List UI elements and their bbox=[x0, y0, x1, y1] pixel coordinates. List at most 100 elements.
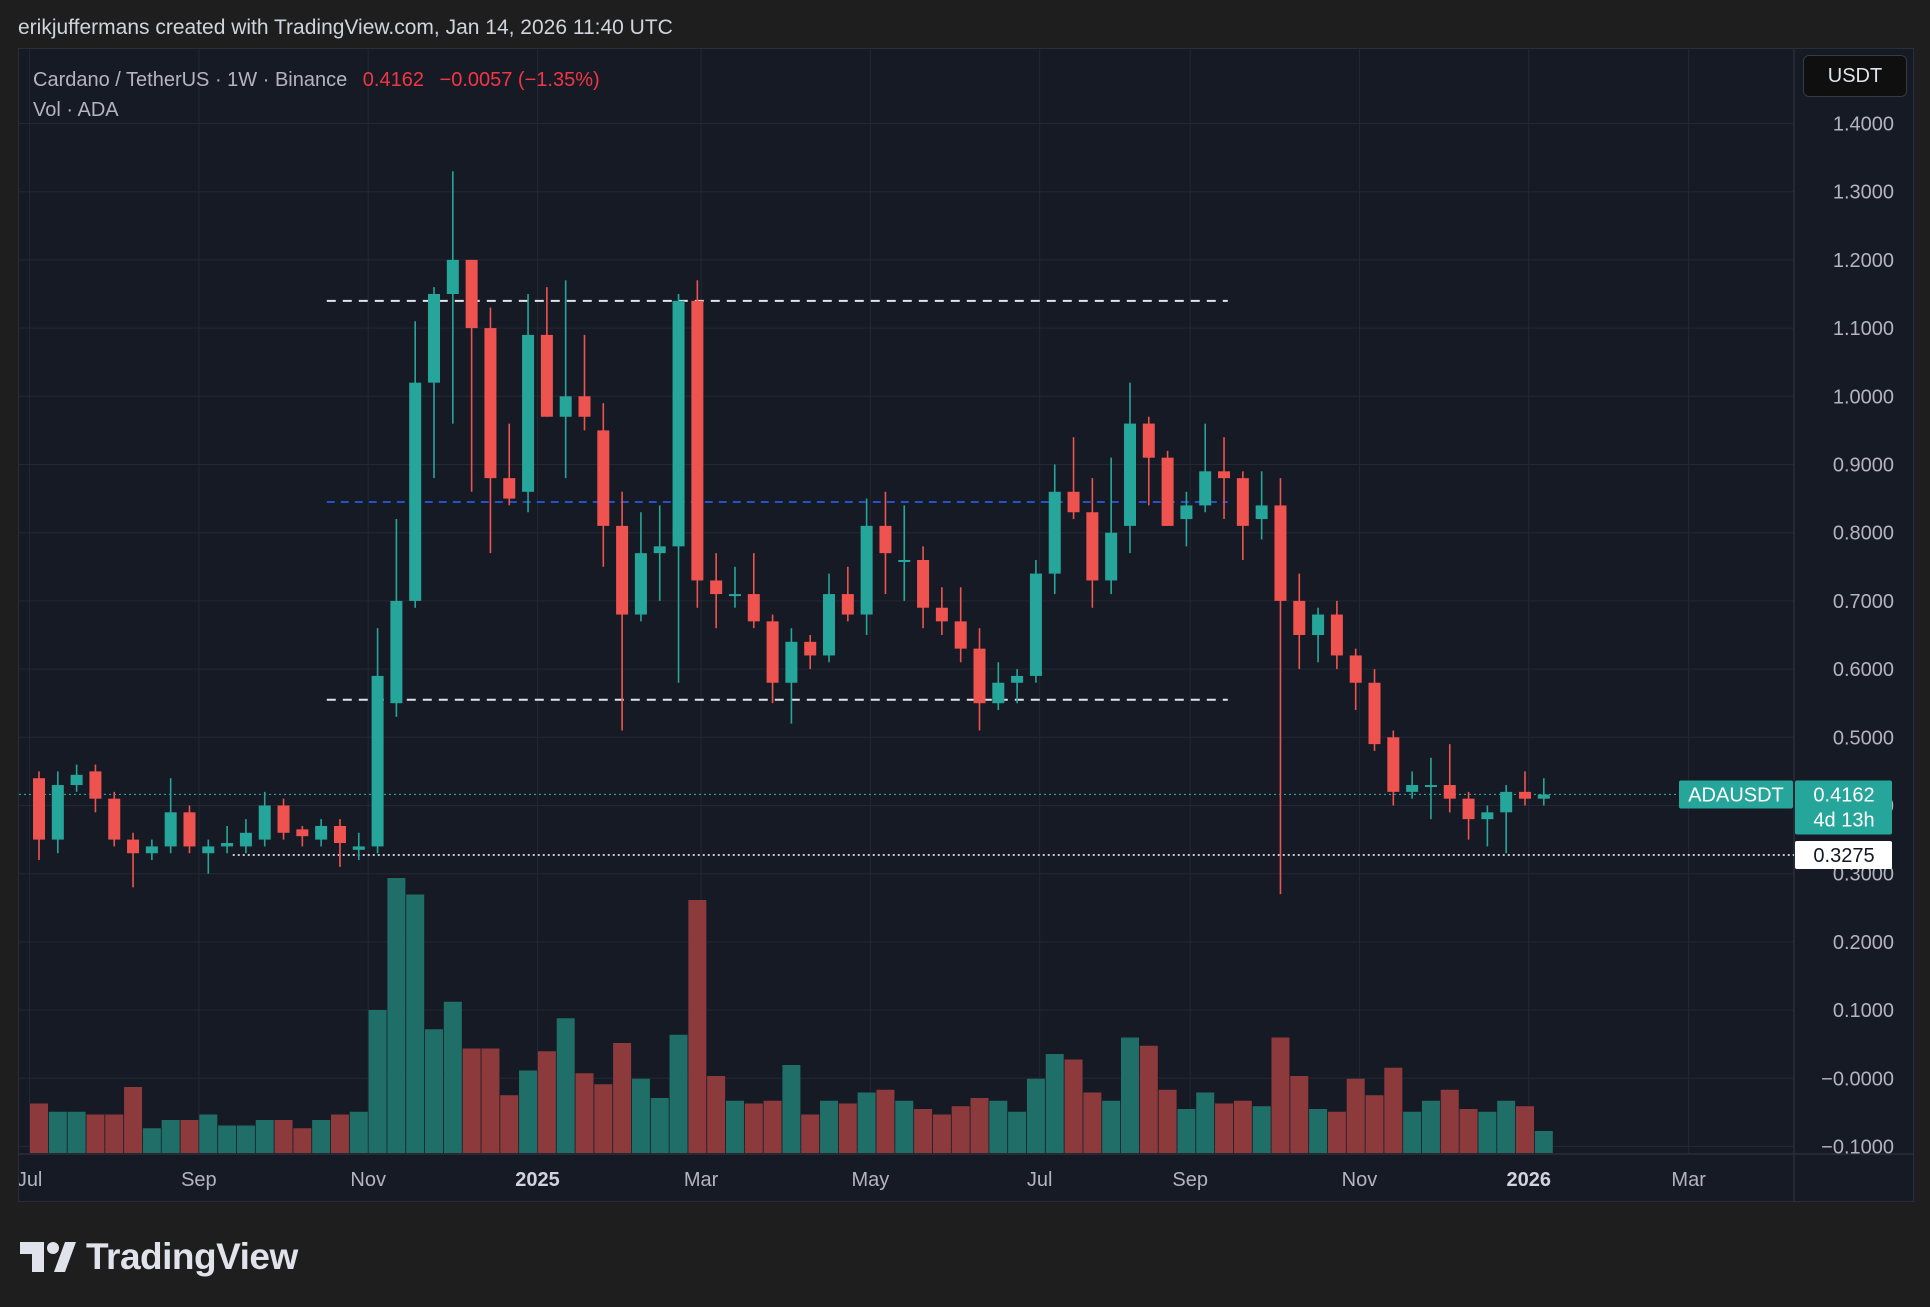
candle-body bbox=[672, 300, 685, 547]
volume-bar bbox=[1083, 1092, 1102, 1153]
volume-bar bbox=[142, 1128, 161, 1153]
volume-bar bbox=[349, 1111, 368, 1153]
currency-button[interactable]: USDT bbox=[1803, 55, 1907, 97]
time-tick-label: Sep bbox=[181, 1169, 217, 1191]
volume-bar bbox=[782, 1065, 801, 1153]
candle-body bbox=[898, 559, 911, 562]
candle-body bbox=[1330, 614, 1343, 656]
volume-bar bbox=[725, 1100, 744, 1153]
volume-bar bbox=[1026, 1078, 1045, 1153]
volume-bar bbox=[1102, 1100, 1121, 1153]
volume-bar bbox=[48, 1111, 67, 1153]
volume-bar bbox=[1215, 1103, 1234, 1153]
price-tick-label: 1.0000 bbox=[1833, 386, 1894, 408]
volume-bar bbox=[1515, 1106, 1534, 1153]
volume-bar bbox=[330, 1114, 349, 1153]
legend-volume[interactable]: Vol · ADA bbox=[33, 99, 119, 121]
legend-symbol[interactable]: Cardano / TetherUS · 1W · Binance bbox=[33, 69, 348, 91]
volume-bar bbox=[86, 1114, 105, 1153]
candle-body bbox=[1029, 573, 1042, 676]
candle-body bbox=[1199, 471, 1212, 506]
price-tick-label: 0.6000 bbox=[1833, 659, 1894, 681]
candle-body bbox=[1462, 798, 1475, 820]
volume-bar bbox=[425, 1029, 444, 1153]
candle-body bbox=[33, 778, 45, 840]
candle-body bbox=[371, 675, 384, 847]
volume-bar bbox=[895, 1100, 914, 1153]
volume-bar bbox=[1384, 1067, 1403, 1153]
volume-bar bbox=[650, 1098, 669, 1153]
candle-body bbox=[540, 334, 553, 417]
volume-bar bbox=[876, 1089, 895, 1153]
candle-body bbox=[89, 771, 102, 799]
time-tick-label: Jul bbox=[19, 1169, 42, 1191]
volume-bar bbox=[236, 1125, 255, 1153]
volume-bar bbox=[274, 1120, 293, 1153]
candle-body bbox=[578, 396, 591, 417]
candle-body bbox=[428, 294, 441, 383]
candle-body bbox=[277, 805, 290, 833]
volume-bar bbox=[293, 1128, 312, 1153]
volume-bar bbox=[500, 1095, 519, 1153]
current-price-label: 0.4162 bbox=[1813, 784, 1874, 806]
candle-body bbox=[108, 798, 121, 840]
volume-bar bbox=[519, 1070, 538, 1153]
candle-body bbox=[202, 846, 215, 854]
candle-body bbox=[315, 825, 328, 840]
candle-body bbox=[597, 430, 610, 526]
volume-bar bbox=[1403, 1111, 1422, 1153]
volume-bar bbox=[1440, 1089, 1459, 1153]
candle-body bbox=[1312, 614, 1325, 635]
candle-body bbox=[1142, 423, 1155, 458]
volume-bar bbox=[180, 1120, 199, 1153]
candle-body bbox=[860, 525, 873, 615]
volume-bar bbox=[838, 1103, 857, 1153]
candle-body bbox=[1368, 682, 1381, 745]
volume-bar bbox=[1158, 1089, 1177, 1153]
candle-body bbox=[879, 525, 892, 554]
tradingview-logo-icon bbox=[20, 1242, 76, 1272]
candle-body bbox=[296, 829, 309, 837]
candle-body bbox=[559, 396, 572, 417]
volume-bar bbox=[1252, 1106, 1271, 1153]
time-tick-label: Sep bbox=[1172, 1169, 1208, 1191]
volume-bar bbox=[932, 1114, 951, 1153]
volume-bar bbox=[763, 1100, 782, 1153]
price-tick-label: −0.0000 bbox=[1821, 1068, 1894, 1090]
candle-body bbox=[1255, 505, 1268, 520]
volume-bar bbox=[1421, 1100, 1440, 1153]
symbol-price-tag bbox=[1679, 780, 1793, 809]
candle-body bbox=[1349, 655, 1362, 683]
volume-bar bbox=[556, 1018, 575, 1153]
time-tick-label: Mar bbox=[1671, 1169, 1706, 1191]
candle-body bbox=[70, 774, 83, 786]
time-tick-label: 2025 bbox=[515, 1169, 560, 1191]
chart-panel[interactable]: 1.4000 1.3000 1.2000 1.1000 1.0000 0.9000 0.80… bbox=[18, 48, 1914, 1202]
candle-body bbox=[1537, 794, 1550, 799]
volume-bar bbox=[820, 1100, 839, 1153]
volume-bar bbox=[1478, 1111, 1497, 1153]
symbol-tag-label: ADAUSDT bbox=[1688, 784, 1784, 806]
volume-bar bbox=[1365, 1095, 1384, 1153]
candle-body bbox=[1274, 505, 1287, 601]
volume-bar bbox=[199, 1114, 218, 1153]
candle-body bbox=[935, 607, 948, 622]
price-tick-label: 1.3000 bbox=[1833, 182, 1894, 204]
support-price-box bbox=[1795, 840, 1892, 869]
candle-body bbox=[522, 334, 535, 492]
candle-body bbox=[503, 478, 516, 499]
volume-bar bbox=[1290, 1076, 1309, 1153]
price-tick-label: 0.2000 bbox=[1833, 932, 1894, 954]
volume-bar bbox=[462, 1048, 481, 1153]
volume-bar bbox=[1346, 1078, 1365, 1153]
candle-body bbox=[127, 839, 140, 854]
candle-body bbox=[823, 594, 836, 656]
volume-bar bbox=[218, 1125, 237, 1153]
volume-bar bbox=[312, 1120, 331, 1153]
price-tick-label: 0.8000 bbox=[1833, 523, 1894, 545]
candle-body bbox=[954, 621, 967, 649]
candle-body bbox=[747, 594, 760, 622]
volume-bar bbox=[613, 1043, 632, 1153]
candlestick-chart[interactable]: 1.4000 1.3000 1.2000 1.1000 1.0000 0.9000 0.80… bbox=[19, 49, 1913, 1201]
volume-bar bbox=[1120, 1037, 1139, 1153]
